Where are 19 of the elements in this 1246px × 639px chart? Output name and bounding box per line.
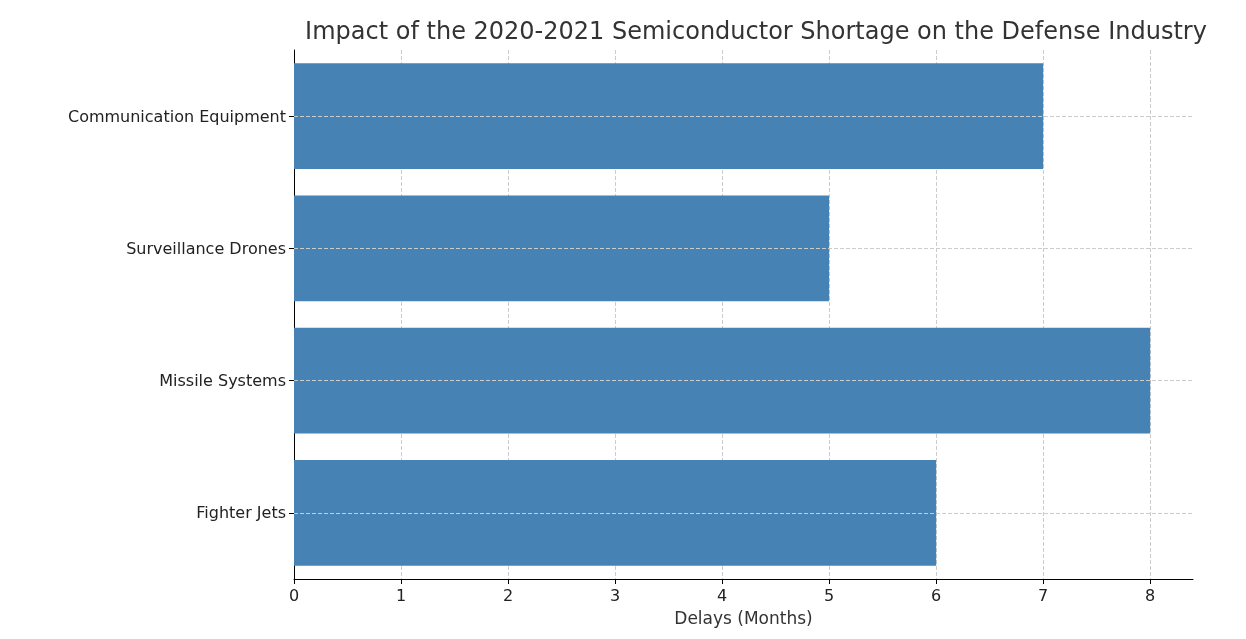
y-tick-label: Missile Systems — [159, 371, 286, 391]
x-tick-label: 6 — [931, 585, 942, 605]
x-tick-label: 8 — [1145, 585, 1156, 605]
x-axis-title: Delays (Months) — [674, 607, 813, 628]
y-tick-label: Surveillance Drones — [126, 238, 286, 258]
x-tick-label: 5 — [824, 585, 835, 605]
x-tick-label: 7 — [1038, 585, 1049, 605]
y-tick-label: Fighter Jets — [196, 503, 286, 523]
x-tick-label: 4 — [717, 585, 728, 605]
bar — [294, 195, 830, 302]
y-tick-label: Communication Equipment — [67, 106, 286, 126]
bar — [294, 459, 937, 566]
bar — [294, 63, 1044, 170]
bar — [294, 327, 1151, 434]
x-tick-label: 0 — [288, 585, 300, 605]
chart-title: Impact of the 2020-2021 Semiconductor Shortage on the Defense Industry — [305, 17, 1207, 45]
x-tick-label: 3 — [609, 585, 621, 605]
x-tick-label: 2 — [502, 585, 514, 605]
x-tick-label: 1 — [395, 585, 407, 605]
